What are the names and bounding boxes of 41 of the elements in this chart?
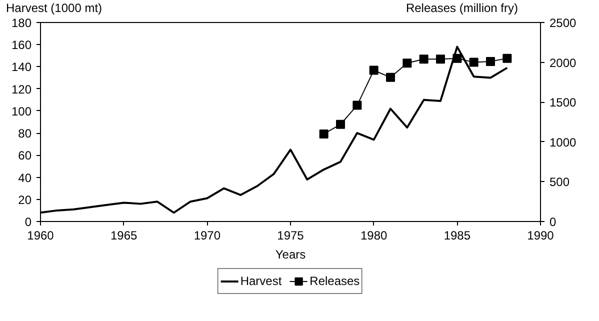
y2-tick-label: 2500 (550, 16, 577, 30)
y-tick-label: 140 (11, 60, 32, 74)
y2-tick-label: 500 (550, 175, 570, 190)
y-tick-label: 0 (24, 215, 32, 229)
x-tick-label: 1975 (277, 228, 304, 242)
point (386, 72, 395, 82)
y-tick-label: 160 (11, 38, 32, 52)
y-tick-label: 180 (11, 16, 32, 30)
line-series (40, 46, 508, 214)
point (402, 58, 412, 68)
legend-label: Releases (310, 274, 360, 288)
x-tick-label: 1990 (527, 228, 554, 242)
point (319, 129, 328, 138)
x-tick-label: 1970 (194, 228, 221, 242)
point (336, 120, 345, 129)
legend-label: Harvest (240, 274, 282, 288)
y2-tick-label: 1500 (550, 96, 577, 110)
point (369, 66, 378, 75)
point (352, 100, 362, 110)
x-axis-title: Years (275, 248, 306, 262)
y2-tick-label: 0 (550, 215, 556, 229)
y2-tick-label: 2000 (550, 56, 577, 70)
point (502, 54, 512, 63)
y-tick-label: 120 (11, 82, 32, 96)
point (419, 54, 428, 64)
y2-tick-label: 1000 (550, 135, 577, 150)
x-tick-label: 1985 (444, 228, 471, 242)
y-tick-label: 40 (18, 170, 32, 185)
y-tick-label: 20 (18, 192, 32, 207)
y2-axis-title: Releases (million fry) (406, 0, 518, 17)
point (486, 57, 495, 66)
point (452, 54, 462, 63)
y-tick-label: 80 (18, 126, 32, 141)
y-axis-title: Harvest (1000 mt) (6, 0, 102, 17)
point (436, 54, 445, 64)
point (469, 58, 478, 67)
x-tick-label: 1960 (27, 228, 54, 242)
x-tick-label: 1980 (360, 228, 388, 242)
x-tick-label: 1965 (110, 228, 138, 242)
y-tick-label: 100 (11, 104, 32, 118)
y-tick-label: 60 (18, 148, 32, 163)
